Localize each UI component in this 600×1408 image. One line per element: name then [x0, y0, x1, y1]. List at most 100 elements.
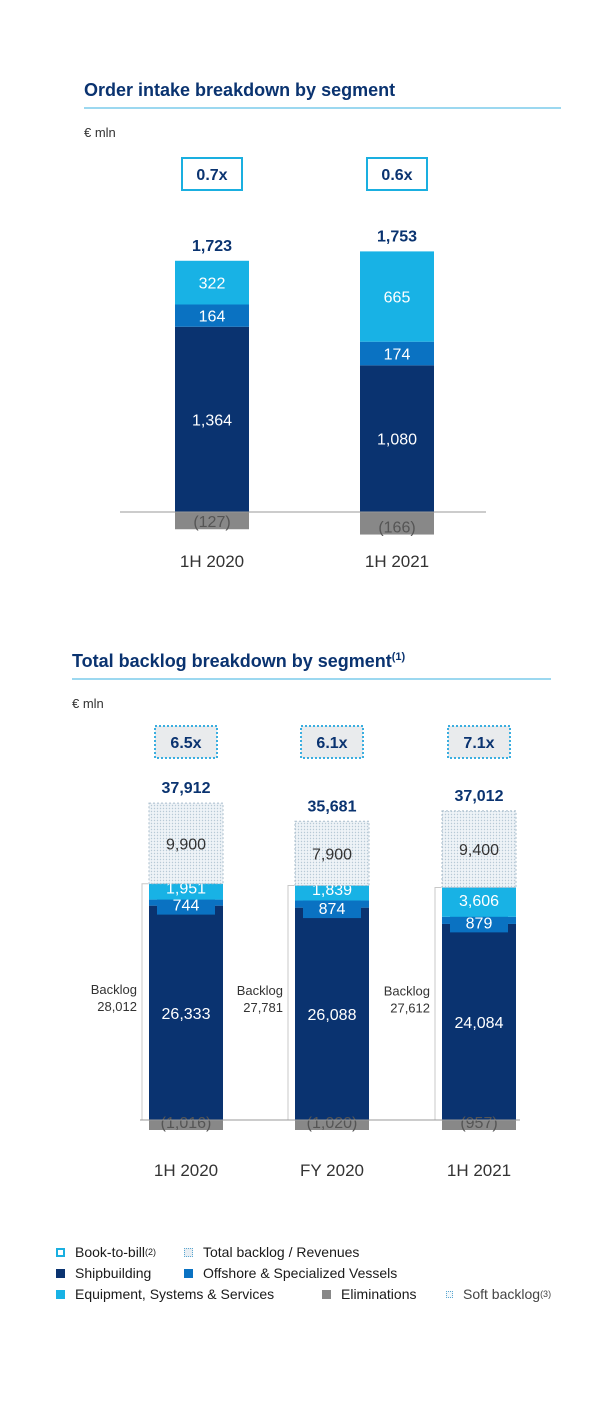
total-label: 1,753	[377, 228, 417, 245]
ratio-box-1	[366, 157, 428, 191]
bar-segment-soft-backlog-1	[294, 820, 370, 887]
shipbuilding-swatch-icon	[56, 1268, 65, 1278]
ratio-label: 0.7x	[196, 167, 227, 184]
ratio-label: 7.1x	[463, 735, 494, 752]
data-label: 26,333	[162, 1006, 211, 1023]
bar-segment-eliminations-2	[442, 1120, 516, 1130]
backlog-value: 27,781	[243, 1000, 283, 1015]
category-label: 1H 2020	[180, 552, 244, 571]
legend-book-to-bill: Book-to-bill (2)	[56, 1244, 156, 1260]
data-label: 164	[199, 309, 226, 326]
ratio-label: 6.5x	[170, 735, 201, 752]
bar-segment-soft-backlog-2	[441, 810, 517, 888]
data-label: 1,364	[192, 412, 232, 429]
legend-equipment: Equipment, Systems & Services	[56, 1286, 274, 1302]
soft-backlog-swatch-icon	[446, 1290, 453, 1298]
total-label: 37,912	[162, 780, 211, 797]
backlog-value: 28,012	[97, 999, 137, 1014]
chart1-unit: € mln	[84, 125, 116, 140]
chart2-ratio-boxes: 6.5x 6.1x 7.1x	[154, 725, 511, 759]
bar-segment-shipbuilding-1	[360, 365, 434, 512]
legend-soft-backlog: Soft backlog (3)	[446, 1286, 551, 1302]
chart1-ratio-boxes: 0.7x 0.6x	[181, 157, 428, 191]
data-label: 7,900	[312, 846, 352, 863]
data-label: 874	[319, 901, 346, 918]
ratio-box-1	[300, 725, 364, 759]
backlog-value: 27,612	[390, 1001, 430, 1016]
chart2-category-labels: 1H 2020 FY 2020 1H 2021	[154, 1161, 511, 1180]
bar-segment-eliminations-0	[175, 512, 249, 530]
chart1-title: Order intake breakdown by segment	[84, 80, 395, 100]
total-label: 1,723	[192, 238, 232, 255]
bar-segment-eliminations-1	[295, 1120, 369, 1130]
data-label: 9,400	[459, 842, 499, 859]
bar-segment-shipbuilding-0	[175, 326, 249, 512]
ratio-label: 6.1x	[316, 735, 347, 752]
backlog-label: Backlog	[237, 983, 283, 998]
chart1-category-labels: 1H 2020 1H 2021	[180, 552, 429, 571]
category-label: 1H 2021	[365, 552, 429, 571]
book-to-bill-swatch-icon	[56, 1247, 65, 1257]
ratio-box-2	[447, 725, 511, 759]
equipment-swatch-icon	[56, 1289, 65, 1299]
legend: Book-to-bill (2) Total backlog / Revenues…	[56, 1244, 596, 1307]
bar-segment-shipbuilding-1	[295, 907, 369, 1120]
total-label: 37,012	[455, 788, 504, 805]
category-label: 1H 2021	[447, 1161, 511, 1180]
legend-shipbuilding: Shipbuilding	[56, 1265, 151, 1281]
backlog-bracket-2	[434, 886, 441, 1121]
category-label: FY 2020	[300, 1161, 364, 1180]
bar-segment-equipment-systems-services-1	[360, 251, 434, 342]
data-label: (1,016)	[161, 1115, 212, 1132]
data-label: 744	[173, 898, 200, 915]
label-box-0-1	[157, 895, 215, 915]
data-label: (166)	[378, 520, 415, 537]
data-label: 174	[384, 347, 411, 364]
backlog-bracket-0	[141, 883, 148, 1121]
total-backlog-revenues-swatch-icon	[184, 1247, 193, 1257]
bar-segment-soft-backlog-0	[148, 802, 224, 885]
bar-segment-eliminations-1	[360, 512, 434, 535]
data-label: (957)	[460, 1115, 497, 1132]
data-label: 3,606	[459, 893, 499, 910]
backlog-label: Backlog	[384, 984, 430, 999]
data-label: (127)	[193, 514, 230, 531]
label-box-2-1	[450, 913, 508, 933]
total-label: 35,681	[308, 798, 357, 815]
backlog-bracket-1	[287, 885, 294, 1121]
data-label: 1,839	[312, 882, 352, 899]
chart2-title: Total backlog breakdown by segment(1)	[72, 651, 406, 671]
chart2-title-sup: (1)	[392, 651, 406, 663]
bar-segment-shipbuilding-0	[149, 905, 223, 1120]
ratio-box-0	[154, 725, 218, 759]
data-label: 1,951	[166, 881, 206, 898]
bar-segment-offshore-specialized-vessels-0	[175, 304, 249, 327]
legend-offshore: Offshore & Specialized Vessels	[184, 1265, 397, 1281]
offshore-swatch-icon	[184, 1268, 193, 1278]
data-label: 879	[466, 915, 493, 932]
bar-segment-offshore-specialized-vessels-1	[360, 341, 434, 366]
bar-segment-eliminations-0	[149, 1120, 223, 1130]
data-label: 26,088	[308, 1007, 357, 1024]
data-label: 9,900	[166, 836, 206, 853]
chart2-unit: € mln	[72, 696, 104, 711]
bar-segment-equipment-systems-services-0	[175, 260, 249, 305]
bar-segment-shipbuilding-2	[442, 923, 516, 1120]
label-box-2-2	[450, 891, 508, 911]
data-label: (1,020)	[307, 1115, 358, 1132]
chart1-bars: 1,364 164 322 (127) 1,723 1,080 174 665 (166) 1,7…	[175, 228, 434, 537]
data-label: 665	[384, 290, 411, 307]
data-label: 322	[199, 276, 226, 293]
chart2-backlog-brackets: Backlog 28,012 Backlog 27,781 Backlog 27,612	[91, 883, 441, 1121]
data-label: 1,080	[377, 432, 417, 449]
backlog-label: Backlog	[91, 982, 137, 997]
charts-canvas: Order intake breakdown by segment € mln …	[72, 80, 561, 1180]
label-box-1-1	[303, 899, 361, 919]
ratio-box-0	[181, 157, 243, 191]
legend-eliminations: Eliminations	[322, 1286, 416, 1302]
data-label: 24,084	[455, 1015, 504, 1032]
legend-total-backlog-revenues: Total backlog / Revenues	[184, 1244, 359, 1260]
eliminations-swatch-icon	[322, 1289, 331, 1299]
category-label: 1H 2020	[154, 1161, 218, 1180]
